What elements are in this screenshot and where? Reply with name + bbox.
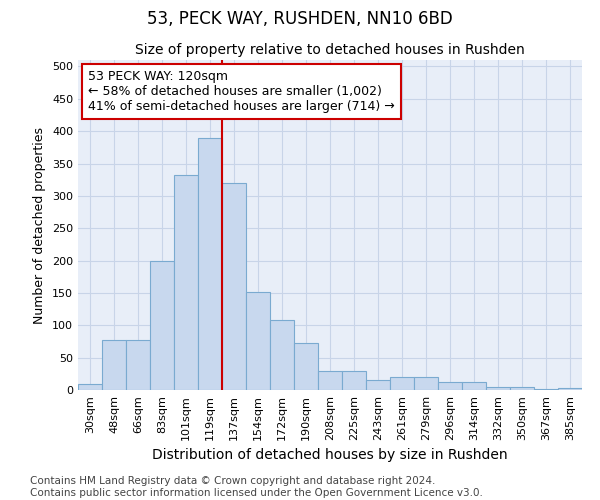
Bar — [174, 174, 198, 390]
Bar — [294, 343, 318, 390]
Bar — [462, 382, 486, 390]
Text: 53 PECK WAY: 120sqm
← 58% of detached houses are smaller (1,002)
41% of semi-det: 53 PECK WAY: 120sqm ← 58% of detached ho… — [88, 70, 395, 113]
Bar — [102, 340, 126, 390]
Bar — [486, 387, 510, 390]
Bar — [270, 320, 294, 390]
Bar — [510, 387, 534, 390]
Bar — [318, 370, 342, 390]
Bar — [390, 377, 414, 390]
Bar — [126, 340, 150, 390]
Bar — [366, 380, 390, 390]
Bar — [534, 388, 558, 390]
Bar — [78, 384, 102, 390]
Bar — [558, 388, 582, 390]
Bar — [246, 292, 270, 390]
Text: 53, PECK WAY, RUSHDEN, NN10 6BD: 53, PECK WAY, RUSHDEN, NN10 6BD — [147, 10, 453, 28]
Bar — [150, 260, 174, 390]
Bar — [342, 370, 366, 390]
Y-axis label: Number of detached properties: Number of detached properties — [34, 126, 46, 324]
Title: Size of property relative to detached houses in Rushden: Size of property relative to detached ho… — [135, 44, 525, 58]
Bar — [222, 183, 246, 390]
X-axis label: Distribution of detached houses by size in Rushden: Distribution of detached houses by size … — [152, 448, 508, 462]
Bar — [438, 382, 462, 390]
Bar — [414, 377, 438, 390]
Text: Contains HM Land Registry data © Crown copyright and database right 2024.
Contai: Contains HM Land Registry data © Crown c… — [30, 476, 483, 498]
Bar — [198, 138, 222, 390]
